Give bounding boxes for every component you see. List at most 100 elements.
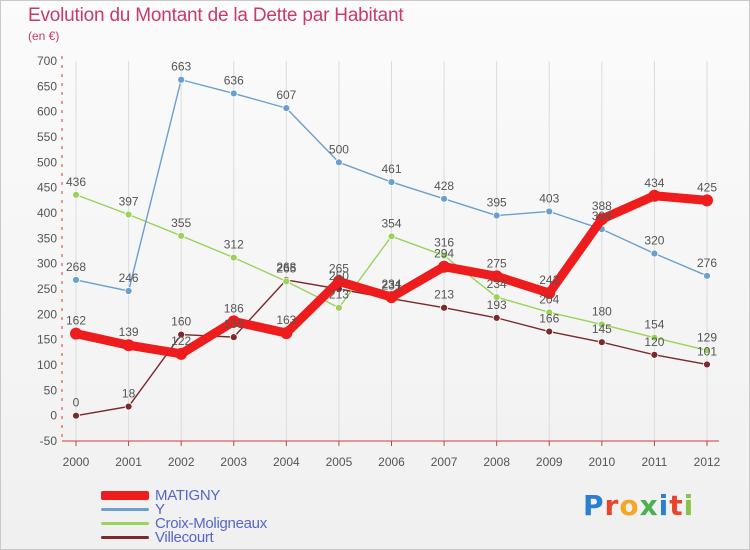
x-tick-label: 2009 [536,455,563,469]
y-tick-label: 0 [50,409,57,423]
data-label-croix-moligneaux: 213 [329,288,349,302]
data-label-matigny: 242 [539,273,559,287]
data-point-villecourt [72,411,80,420]
data-point-croix-moligneaux [72,190,80,199]
legend-item-matigny: MATIGNY [101,487,220,504]
data-label-y: 395 [487,196,507,210]
y-tick-label: 200 [37,307,57,321]
data-point-matigny [438,260,451,273]
data-point-matigny [122,339,135,352]
data-label-y: 500 [329,142,349,156]
data-point-croix-moligneaux [335,303,343,312]
data-point-villecourt [229,333,238,342]
data-label-matigny: 162 [66,314,86,328]
data-point-croix-moligneaux [440,251,448,260]
x-tick-label: 2005 [326,455,353,469]
data-point-y [387,178,396,186]
chart-title: Evolution du Montant de la Dette par Hab… [28,5,404,26]
data-label-y: 320 [644,234,664,248]
x-tick-label: 2004 [273,455,300,469]
data-label-matigny: 163 [276,313,296,327]
y-tick-label: 450 [37,181,57,195]
proxiti-logo: Proxiti [583,489,694,522]
data-label-villecourt: 120 [644,335,664,349]
data-label-matigny: 275 [487,256,507,270]
data-label-villecourt: 18 [122,387,136,401]
legend-swatch-villecourt [101,535,149,539]
data-point-croix-moligneaux [177,231,186,240]
data-point-villecourt [650,350,659,359]
legend-item-croix-moligneaux: Croix-Moligneaux [101,514,267,532]
data-point-villecourt [703,360,711,369]
data-label-y: 461 [381,162,401,176]
data-point-matigny [595,213,608,226]
y-tick-label: -50 [40,434,58,448]
data-label-matigny: 122 [171,334,191,348]
data-label-matigny: 425 [697,180,717,194]
data-label-y: 268 [66,260,86,274]
data-point-y [124,287,133,295]
data-label-croix-moligneaux: 316 [434,236,454,250]
legend-item-y: Y [101,501,165,518]
data-point-y [650,249,659,258]
data-point-matigny [701,194,713,207]
data-point-villecourt [597,338,606,347]
x-tick-label: 2010 [588,455,615,469]
legend-item-villecourt: Villecourt [101,529,214,546]
data-label-matigny: 265 [329,261,349,275]
data-label-villecourt: 231 [381,279,401,293]
data-label-croix-moligneaux: 234 [487,277,507,291]
y-tick-label: 600 [37,105,57,119]
data-label-matigny: 434 [644,176,664,190]
data-label-croix-moligneaux: 154 [644,318,664,332]
data-label-y: 607 [276,88,296,102]
data-label-villecourt: 213 [434,288,454,302]
data-label-croix-moligneaux: 265 [276,261,296,275]
data-label-croix-moligneaux: 312 [224,238,244,252]
data-label-croix-moligneaux: 397 [119,195,139,209]
data-label-matigny: 388 [592,199,612,213]
data-label-croix-moligneaux: 129 [697,330,717,344]
data-label-croix-moligneaux: 436 [66,175,86,189]
logo-letter: i [683,489,695,522]
data-label-y: 663 [171,60,191,74]
data-point-matigny [385,291,398,304]
y-tick-label: 650 [37,79,57,93]
y-tick-label: 150 [37,333,57,347]
data-label-villecourt: 193 [487,298,507,312]
data-label-croix-moligneaux: 354 [381,216,401,230]
y-tick-label: 350 [37,231,57,245]
x-tick-label: 2011 [642,455,668,469]
data-point-y [335,158,343,167]
x-tick-label: 2002 [168,455,195,469]
legend-swatch-croix-moligneaux [101,521,149,525]
data-label-matigny: 186 [224,301,244,315]
data-point-villecourt [440,303,448,312]
x-tick-label: 2007 [431,455,458,469]
legend-swatch-matigny [101,490,149,500]
data-point-croix-moligneaux [597,320,606,329]
data-point-croix-moligneaux [650,333,659,342]
data-point-matigny [332,275,345,288]
data-point-y [440,194,448,203]
data-point-y [72,275,80,284]
y-tick-label: 700 [37,54,57,68]
y-tick-label: 400 [37,206,57,220]
data-point-matigny [648,189,661,202]
y-tick-label: 250 [37,282,57,296]
logo-letter: x [639,489,659,522]
data-point-croix-moligneaux [229,253,238,262]
logo-letter: r [604,489,620,522]
data-label-villecourt: 155 [224,317,244,331]
data-label-y: 428 [434,179,454,193]
data-point-croix-moligneaux [545,308,554,317]
logo-letter: o [619,489,640,522]
data-point-villecourt [492,313,501,322]
logo-letter: t [669,489,684,522]
legend-label-croix-moligneaux: Croix-Moligneaux [155,514,267,532]
data-point-villecourt [545,327,554,336]
y-tick-label: 550 [37,130,57,144]
data-point-croix-moligneaux [282,277,291,286]
